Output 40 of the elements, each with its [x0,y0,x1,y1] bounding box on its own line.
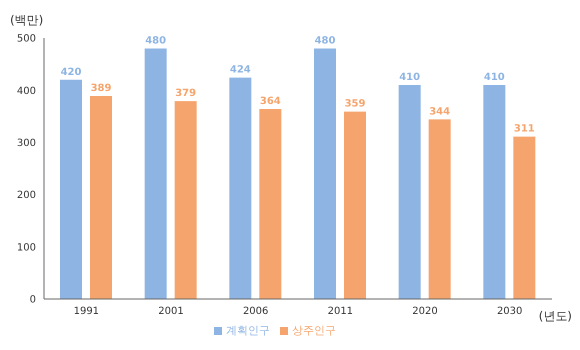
data-label: 311 [514,124,535,135]
data-label: 424 [230,64,251,76]
x-tick-label: 2001 [158,306,184,318]
bar [60,80,82,299]
legend-label: 계획인구 [226,324,270,337]
bar [90,96,112,299]
data-label: 359 [344,98,366,110]
bar [229,78,252,299]
data-label: 480 [314,35,336,46]
y-tick-label: 0 [30,294,36,306]
data-label: 364 [260,96,281,107]
data-label: 344 [429,106,450,118]
bar [174,101,197,299]
x-axis-title: (년도) [538,308,572,325]
bar [344,112,366,299]
data-label: 410 [484,72,505,83]
data-label: 480 [145,35,166,46]
bar [398,84,421,299]
data-label: 410 [399,72,420,83]
bar [513,136,536,299]
data-label: 379 [175,88,196,100]
bar [144,48,167,299]
bar [483,84,506,299]
x-tick-label: 2006 [242,306,268,318]
y-tick-label: 500 [16,34,36,45]
bar [259,108,282,299]
y-tick-label: 200 [16,190,36,202]
y-tick-label: 100 [16,242,36,254]
x-tick-label: 2020 [412,306,438,318]
x-tick-label: 2030 [496,306,522,318]
bar [314,48,336,299]
x-tick-label: 2011 [328,306,354,318]
x-tick-label: 1991 [74,306,100,318]
y-tick-label: 300 [16,138,36,149]
y-tick-label: 400 [16,86,36,97]
legend-label: 상주인구 [292,324,336,337]
y-axis-title: (백만) [10,12,44,29]
data-label: 389 [90,82,112,94]
data-label: 420 [60,66,82,78]
bar [428,119,451,299]
